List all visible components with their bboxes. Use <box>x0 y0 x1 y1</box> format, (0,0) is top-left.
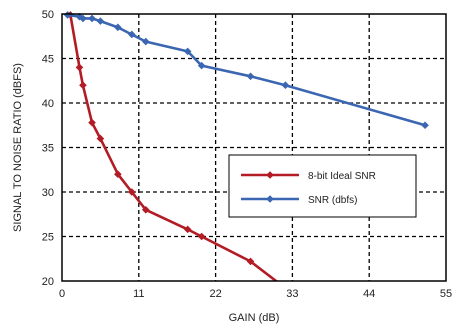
data-point <box>79 81 87 89</box>
x-tick-label: 33 <box>286 288 298 300</box>
x-tick-label: 11 <box>133 288 144 300</box>
data-point <box>75 63 84 72</box>
y-tick-label: 45 <box>42 54 54 66</box>
data-point <box>96 17 105 25</box>
x-axis-title: GAIN (dB) <box>229 312 280 324</box>
y-tick-label: 50 <box>42 9 54 21</box>
x-tick-label: 22 <box>209 288 221 300</box>
legend-marker-8bit <box>266 171 274 179</box>
data-point <box>183 225 192 234</box>
legend-entry-snr: SNR (dbfs) <box>241 195 357 206</box>
x-tick-label: 44 <box>363 288 375 300</box>
data-point <box>421 121 429 130</box>
data-point <box>197 61 206 70</box>
x-tick-label: 0 <box>59 288 65 300</box>
data-point <box>141 37 150 46</box>
data-point <box>281 81 290 89</box>
series-line-0 <box>69 14 279 281</box>
legend: 8-bit Ideal SNR SNR (dbfs) <box>228 154 417 218</box>
data-point <box>128 188 136 196</box>
x-tick-label: 55 <box>440 288 452 300</box>
data-point <box>183 47 192 56</box>
legend-label-snr: SNR (dbfs) <box>308 195 357 206</box>
y-tick-label: 30 <box>42 187 54 199</box>
series-layer <box>63 11 429 281</box>
y-tick-label: 25 <box>42 232 54 244</box>
data-point <box>197 232 206 241</box>
grid-lines <box>62 14 446 281</box>
series-line-1 <box>67 13 426 127</box>
y-axis-title: SIGNAL TO NOISE RATIO (dBFS) <box>12 63 24 232</box>
data-point <box>128 30 136 39</box>
data-point <box>246 257 255 266</box>
legend-marker-snr <box>266 195 274 203</box>
data-point <box>246 72 255 81</box>
legend-label-8bit: 8-bit Ideal SNR <box>308 171 376 182</box>
y-tick-label: 20 <box>42 276 54 288</box>
data-point <box>63 11 72 19</box>
data-point <box>114 170 122 178</box>
data-point <box>96 134 105 143</box>
y-tick-label: 40 <box>42 98 54 110</box>
y-tick-label: 35 <box>42 143 54 155</box>
data-point <box>79 14 87 23</box>
legend-box <box>228 154 417 218</box>
data-point <box>88 14 96 23</box>
legend-entry-8bit: 8-bit Ideal SNR <box>241 171 376 182</box>
tick-labels: 0 11 22 33 44 55 20 25 30 35 40 45 50 <box>42 9 452 300</box>
data-point <box>88 118 96 127</box>
data-point <box>114 23 122 32</box>
data-point <box>141 206 150 214</box>
plot-frame <box>61 13 447 282</box>
